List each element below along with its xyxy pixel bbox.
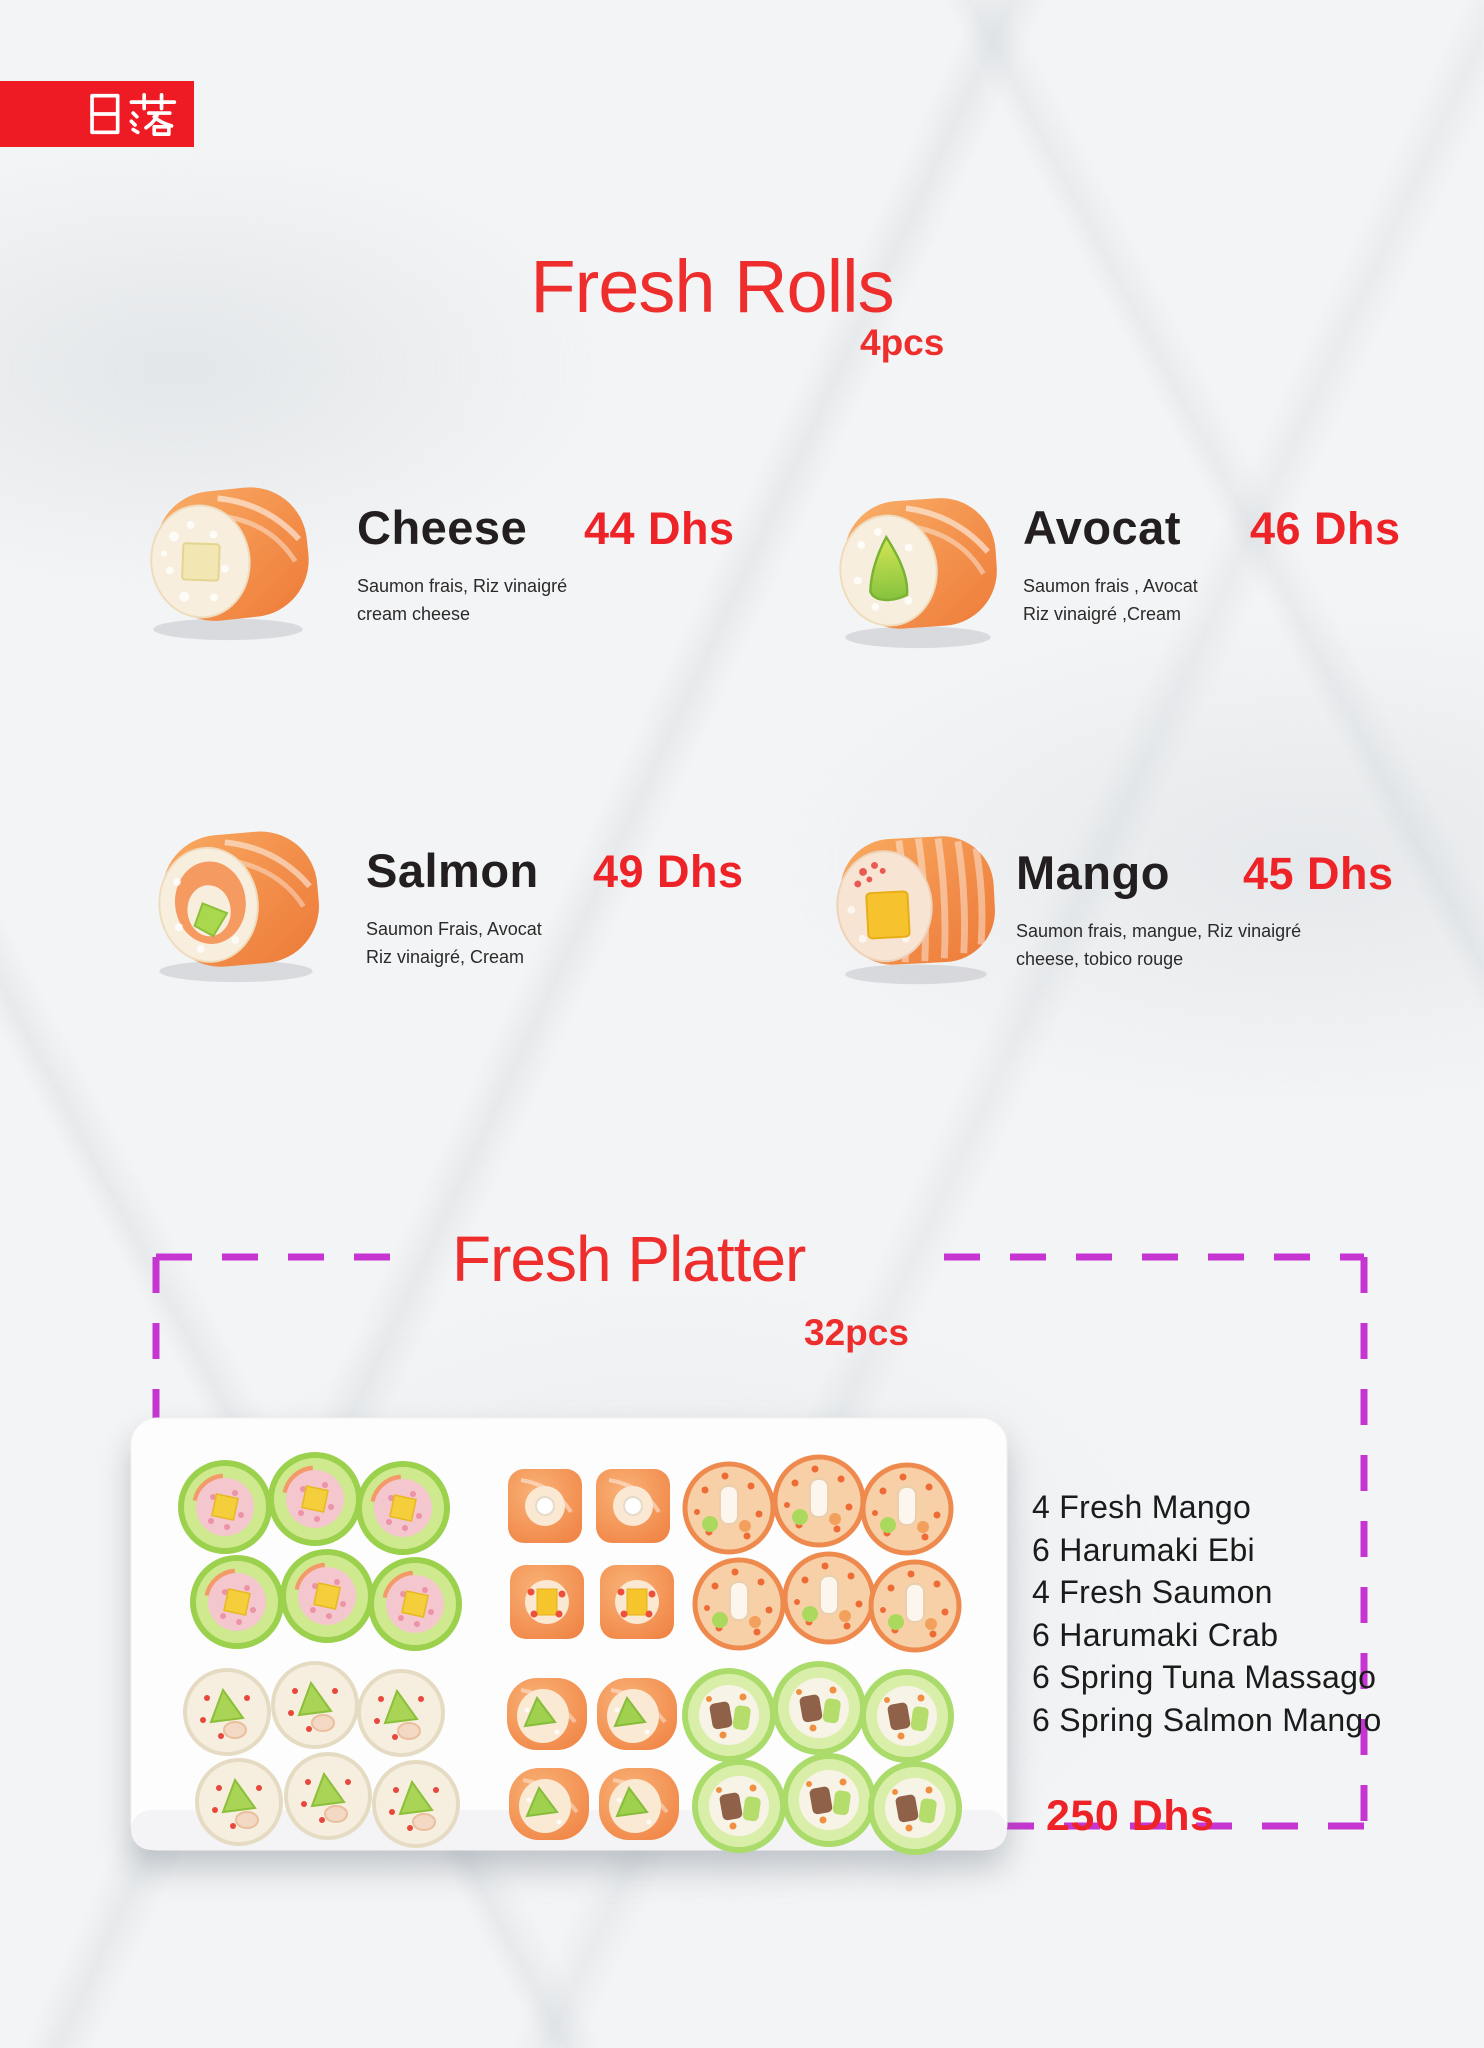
item-price: 45 Dhs bbox=[1243, 848, 1394, 899]
platter-price: 250 Dhs bbox=[1046, 1792, 1215, 1840]
fresh-platter-photo bbox=[125, 1412, 1013, 1880]
cheese-roll-photo bbox=[128, 474, 328, 651]
item-name: Avocat bbox=[1023, 501, 1181, 554]
platter-content-item: 6 Spring Salmon Mango bbox=[1032, 1701, 1382, 1738]
platter-content-item: 4 Fresh Mango bbox=[1032, 1489, 1252, 1525]
item-description-line2: cheese, tobico rouge bbox=[1016, 949, 1184, 969]
menu-item-mango: Mango 45 Dhs Saumon frais, mangue, Riz v… bbox=[1016, 845, 1484, 973]
menu-item-salmon: Salmon 49 Dhs Saumon Frais, Avocat Riz v… bbox=[366, 843, 836, 971]
item-description-line1: Saumon frais, mangue, Riz vinaigré bbox=[1016, 921, 1302, 941]
item-name: Cheese bbox=[357, 501, 528, 554]
fresh-rolls-title: Fresh Rolls bbox=[530, 245, 894, 328]
item-description-line2: cream cheese bbox=[357, 604, 471, 624]
avocat-roll-photo bbox=[818, 482, 1018, 659]
platter-contents-list: 4 Fresh Mango 6 Harumaki Ebi 4 Fresh Sau… bbox=[1032, 1486, 1382, 1741]
sunset-kanji-icon bbox=[90, 92, 177, 136]
item-description-line2: Riz vinaigré, Cream bbox=[366, 947, 525, 967]
item-description-line1: Saumon frais, Riz vinaigré bbox=[357, 576, 568, 596]
platter-content-item: 6 Harumaki Crab bbox=[1032, 1616, 1279, 1653]
mango-roll-photo bbox=[816, 822, 1016, 999]
item-description-line1: Saumon frais , Avocat bbox=[1023, 576, 1198, 596]
menu-item-cheese: Cheese 44 Dhs Saumon frais, Riz vinaigré… bbox=[357, 500, 827, 628]
fresh-rolls-pieces: 4pcs bbox=[860, 322, 945, 363]
platter-content-item: 6 Spring Tuna Massago bbox=[1032, 1659, 1377, 1695]
item-price: 46 Dhs bbox=[1250, 503, 1401, 554]
platter-content-item: 6 Harumaki Ebi bbox=[1032, 1531, 1255, 1568]
menu-item-avocat: Avocat 46 Dhs Saumon frais , Avocat Riz … bbox=[1023, 500, 1484, 628]
fresh-platter-pieces: 32pcs bbox=[804, 1312, 909, 1353]
sunset-badge bbox=[0, 81, 194, 147]
salmon-roll-photo bbox=[136, 814, 336, 991]
item-description-line1: Saumon Frais, Avocat bbox=[366, 919, 542, 939]
item-price: 44 Dhs bbox=[584, 503, 735, 554]
platter-content-item: 4 Fresh Saumon bbox=[1032, 1574, 1273, 1610]
fresh-platter-title: Fresh Platter bbox=[452, 1223, 806, 1295]
item-name: Mango bbox=[1016, 846, 1170, 899]
item-name: Salmon bbox=[366, 844, 539, 897]
item-price: 49 Dhs bbox=[593, 846, 744, 897]
item-description-line2: Riz vinaigré ,Cream bbox=[1023, 604, 1182, 624]
